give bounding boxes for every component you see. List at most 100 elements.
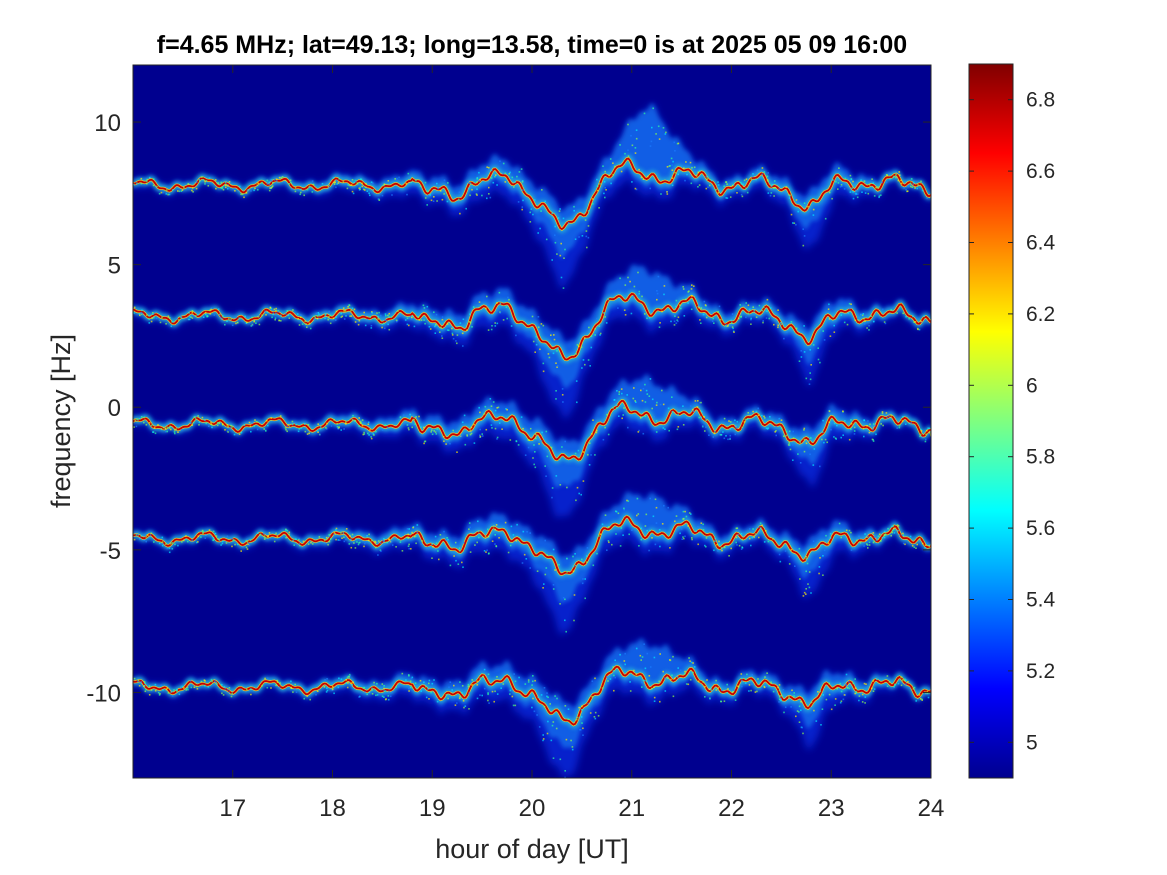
trace-speckle — [586, 561, 588, 563]
y-tick-label: 5 — [108, 253, 121, 280]
trace-speckle — [509, 171, 511, 174]
trace-speckle — [169, 425, 171, 428]
trace-speckle — [621, 417, 623, 420]
trace-speckle — [148, 315, 150, 317]
trace-speckle — [924, 546, 926, 549]
trace-speckle — [276, 535, 279, 538]
trace-speckle — [421, 540, 424, 542]
trace-speckle — [658, 138, 661, 140]
trace-speckle — [534, 351, 536, 353]
trace-speckle — [750, 323, 752, 325]
trace-speckle — [554, 234, 556, 236]
trace-speckle — [750, 317, 752, 320]
trace-speckle — [397, 538, 400, 541]
trace-speckle — [209, 309, 211, 312]
trace-speckle — [675, 305, 677, 308]
trace-speckle — [691, 538, 693, 541]
trace-speckle — [596, 317, 598, 320]
trace-speckle — [745, 187, 747, 190]
trace-speckle — [177, 190, 179, 192]
trace-speckle — [921, 189, 924, 192]
trace-speckle — [189, 316, 191, 318]
trace-speckle — [686, 173, 688, 176]
trace-speckle — [296, 313, 299, 315]
trace-speckle — [664, 529, 667, 532]
trace-speckle — [890, 309, 892, 311]
trace-speckle — [891, 531, 893, 534]
trace-speckle — [645, 389, 648, 392]
trace-speckle — [384, 319, 386, 321]
trace-speckle — [216, 683, 218, 685]
trace-speckle — [853, 426, 856, 429]
trace-speckle — [626, 394, 628, 396]
trace-speckle — [201, 529, 204, 532]
trace-speckle — [175, 428, 177, 430]
trace-speckle — [308, 185, 311, 188]
trace-speckle — [578, 236, 580, 238]
trace-speckle — [540, 694, 543, 696]
trace-speckle — [491, 540, 494, 542]
trace-speckle — [578, 492, 580, 495]
trace-speckle — [555, 390, 557, 392]
trace-speckle — [712, 317, 714, 320]
trace-speckle — [802, 228, 804, 230]
trace-speckle — [141, 309, 143, 312]
trace-speckle — [167, 193, 169, 196]
trace-speckle — [837, 182, 840, 184]
trace-speckle — [144, 690, 147, 693]
trace-speckle — [479, 411, 481, 414]
trace-speckle — [303, 194, 305, 197]
trace-speckle — [893, 527, 895, 530]
trace-speckle — [358, 189, 361, 191]
trace-speckle — [587, 210, 590, 212]
trace-speckle — [542, 734, 544, 736]
trace-speckle — [638, 168, 640, 171]
trace-speckle — [587, 225, 590, 227]
trace-speckle — [573, 594, 576, 596]
trace-speckle — [652, 107, 654, 110]
trace-speckle — [176, 318, 178, 320]
trace-speckle — [217, 538, 219, 540]
trace-speckle — [290, 181, 292, 184]
trace-speckle — [690, 513, 692, 515]
trace-speckle — [327, 185, 330, 188]
trace-speckle — [877, 535, 880, 537]
trace-speckle — [292, 539, 294, 542]
trace-speckle — [648, 317, 651, 319]
trace-speckle — [335, 316, 337, 318]
trace-speckle — [700, 410, 703, 413]
trace-speckle — [143, 416, 146, 419]
trace-speckle — [324, 542, 326, 544]
trace-speckle — [828, 682, 830, 685]
trace-speckle — [191, 539, 194, 541]
trace-speckle — [543, 583, 545, 585]
trace-speckle — [591, 696, 593, 698]
trace-speckle — [541, 189, 543, 191]
trace-speckle — [613, 689, 615, 692]
trace-speckle — [690, 182, 693, 185]
trace-speckle — [344, 310, 347, 312]
trace-speckle — [648, 675, 651, 677]
trace-speckle — [638, 290, 641, 293]
trace-speckle — [168, 427, 171, 429]
trace-speckle — [903, 679, 906, 682]
trace-speckle — [584, 363, 586, 366]
trace-speckle — [880, 540, 882, 542]
trace-speckle — [671, 396, 673, 398]
trace-speckle — [207, 686, 210, 688]
trace-speckle — [907, 681, 909, 683]
trace-speckle — [909, 182, 912, 185]
trace-speckle — [564, 598, 566, 601]
trace-speckle — [591, 203, 594, 205]
trace-speckle — [336, 426, 339, 428]
trace-speckle — [769, 416, 771, 418]
trace-speckle — [353, 308, 356, 311]
trace-speckle — [664, 677, 666, 679]
trace-speckle — [925, 692, 927, 695]
trace-speckle — [616, 390, 618, 392]
trace-speckle — [697, 186, 699, 188]
trace-speckle — [844, 177, 847, 180]
trace-speckle — [325, 536, 328, 539]
trace-speckle — [753, 309, 756, 312]
trace-speckle — [183, 539, 185, 542]
